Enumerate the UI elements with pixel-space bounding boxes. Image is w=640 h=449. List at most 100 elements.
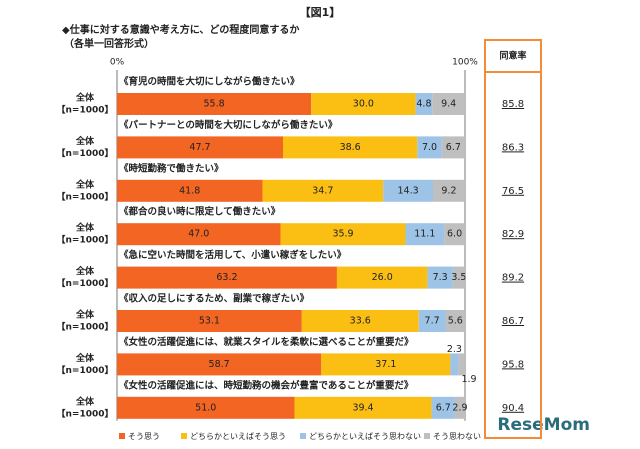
bar-segment [117, 136, 283, 159]
value-label: 47.7 [189, 142, 210, 153]
value-label: 6.7 [446, 142, 461, 153]
value-label: 14.3 [398, 185, 419, 196]
question-label: 《急に空いた時間を活用して、小遣い稼ぎをしたい》 [119, 249, 346, 261]
legend-swatch [119, 433, 125, 439]
bar-segment [383, 179, 433, 202]
row-n: 【n=1000】 [57, 278, 114, 289]
legend-swatch [181, 433, 187, 439]
row-group: 全体 [75, 135, 95, 147]
subtitle: ◆仕事に対する意識や考え方に、どの程度同意するか [62, 23, 299, 36]
bar-segment [427, 266, 453, 289]
chart-title: 【図1】 [300, 5, 341, 19]
question-label: 《女性の活躍促進には、就業スタイルを柔軟に選べることが重要だ》 [119, 336, 414, 348]
agree-rate: 95.8 [502, 359, 524, 370]
value-label: 51.0 [195, 402, 216, 413]
bar-segment [262, 179, 384, 202]
value-label: 7.0 [422, 142, 437, 153]
agree-rate: 85.8 [502, 99, 524, 110]
legend-label: そう思わない [433, 432, 481, 441]
bar-segment [336, 266, 428, 289]
bar-segment [117, 179, 263, 202]
agree-rate: 82.9 [502, 229, 524, 240]
question-label: 《女性の活躍促進には、時短勤務の機会が豊富であることが重要だ》 [119, 379, 413, 391]
question-label: 《収入の足しにするため、副業で稼ぎたい》 [119, 293, 309, 305]
row-n: 【n=1000】 [57, 105, 114, 116]
row-group: 全体 [75, 222, 95, 234]
value-label: 53.1 [199, 316, 220, 327]
value-label: 1.9 [461, 374, 476, 385]
bar-segment [117, 396, 295, 419]
bar-segment [117, 310, 302, 332]
value-label: 9.4 [441, 99, 456, 110]
value-label: 34.7 [312, 185, 333, 196]
row-group: 全体 [75, 265, 95, 277]
legend-label: どちらかといえばそう思わない [309, 432, 421, 441]
value-label: 39.4 [352, 402, 373, 413]
value-label: 7.3 [433, 272, 448, 283]
row-n: 【n=1000】 [57, 365, 114, 376]
agree-rate: 86.7 [502, 316, 524, 327]
value-label: 11.1 [414, 229, 435, 240]
value-label: 3.5 [451, 272, 466, 283]
bar-segment [454, 396, 465, 419]
row-group: 全体 [75, 309, 95, 321]
rate-header: 同意率 [499, 50, 526, 62]
value-label: 47.0 [188, 229, 209, 240]
row-group: 全体 [75, 178, 95, 190]
value-label: 33.6 [350, 316, 371, 327]
rate-box [484, 39, 542, 439]
question-label: 《育児の時間を大切にしながら働きたい》 [119, 76, 300, 88]
bar-segment [450, 353, 459, 376]
value-label: 2.9 [452, 402, 467, 413]
bar-segment [117, 353, 322, 376]
note: （各単一回答形式） [64, 37, 154, 50]
bar-segment [444, 223, 465, 246]
value-label: 58.7 [209, 359, 230, 370]
x-tick-label: 100% [452, 58, 478, 68]
value-label: 6.0 [447, 229, 462, 240]
legend-label: そう思う [128, 432, 160, 441]
value-label: 41.8 [179, 185, 200, 196]
bar-segment [301, 310, 419, 332]
bar-segment [441, 136, 465, 159]
value-label: 2.3 [447, 344, 462, 355]
legend-label: どちらかといえばそう思う [190, 432, 286, 441]
value-label: 7.7 [425, 316, 440, 327]
bar-segment [117, 93, 312, 115]
row-n: 【n=1000】 [57, 408, 114, 419]
bar-segment [294, 396, 432, 419]
value-label: 63.2 [216, 272, 237, 283]
value-label: 37.1 [375, 359, 396, 370]
x-tick-label: 0% [110, 58, 125, 68]
bar-segment [282, 136, 418, 159]
bar-segment [117, 223, 281, 246]
bar-segment [452, 266, 465, 289]
watermark: ReseMom [497, 415, 590, 435]
question-label: 《パートナーとの時間を大切にしながら働きたい》 [119, 119, 337, 131]
bar-segment [415, 93, 433, 115]
value-label: 5.6 [448, 316, 463, 327]
value-label: 26.0 [372, 272, 393, 283]
bar-segment [117, 266, 337, 289]
bar-segment [432, 179, 465, 202]
question-label: 《都合の良い時に限定して働きたい》 [119, 206, 280, 218]
agree-rate: 90.4 [502, 403, 524, 414]
legend-swatch [424, 433, 430, 439]
value-label: 38.6 [340, 142, 361, 153]
row-group: 全体 [75, 92, 95, 104]
bar-segment [432, 93, 465, 115]
value-label: 55.8 [204, 99, 225, 110]
legend-swatch [300, 433, 306, 439]
row-n: 【n=1000】 [57, 235, 114, 246]
question-label: 《時短勤務で働きたい》 [119, 162, 224, 174]
row-group: 全体 [75, 352, 95, 364]
value-label: 9.2 [441, 185, 456, 196]
bar-segment [458, 353, 465, 376]
value-label: 6.7 [436, 402, 451, 413]
bar-segment [311, 93, 416, 115]
value-label: 35.9 [332, 229, 353, 240]
value-label: 4.8 [416, 99, 431, 110]
row-n: 【n=1000】 [57, 322, 114, 333]
bar-segment [431, 396, 455, 419]
bar-segment [405, 223, 445, 246]
